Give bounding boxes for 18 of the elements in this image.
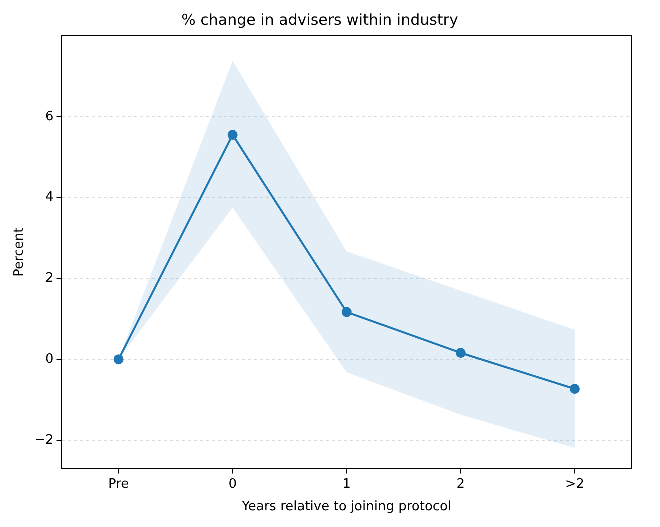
point bbox=[570, 384, 580, 394]
y-tick-label: 6 bbox=[45, 109, 54, 124]
x-tick-label: 0 bbox=[228, 476, 237, 492]
x-tick-label: 1 bbox=[342, 476, 352, 492]
x-tick-label: Pre bbox=[108, 476, 130, 492]
x-tick-label: 2 bbox=[456, 476, 466, 492]
point bbox=[228, 130, 238, 140]
x-tick-label: >2 bbox=[565, 476, 585, 492]
x-axis-title: Years relative to joining protocol bbox=[241, 500, 452, 515]
y-tick-label: 4 bbox=[45, 190, 54, 206]
point bbox=[114, 354, 124, 365]
y-tick-label: 0 bbox=[45, 352, 54, 367]
chart-title: % change in advisers within industry bbox=[182, 10, 458, 29]
y-tick-label: 2 bbox=[45, 271, 54, 286]
point bbox=[342, 307, 352, 318]
y-tick-label: −2 bbox=[34, 432, 54, 448]
y-axis-title: Percent bbox=[12, 228, 28, 277]
point bbox=[456, 348, 466, 358]
